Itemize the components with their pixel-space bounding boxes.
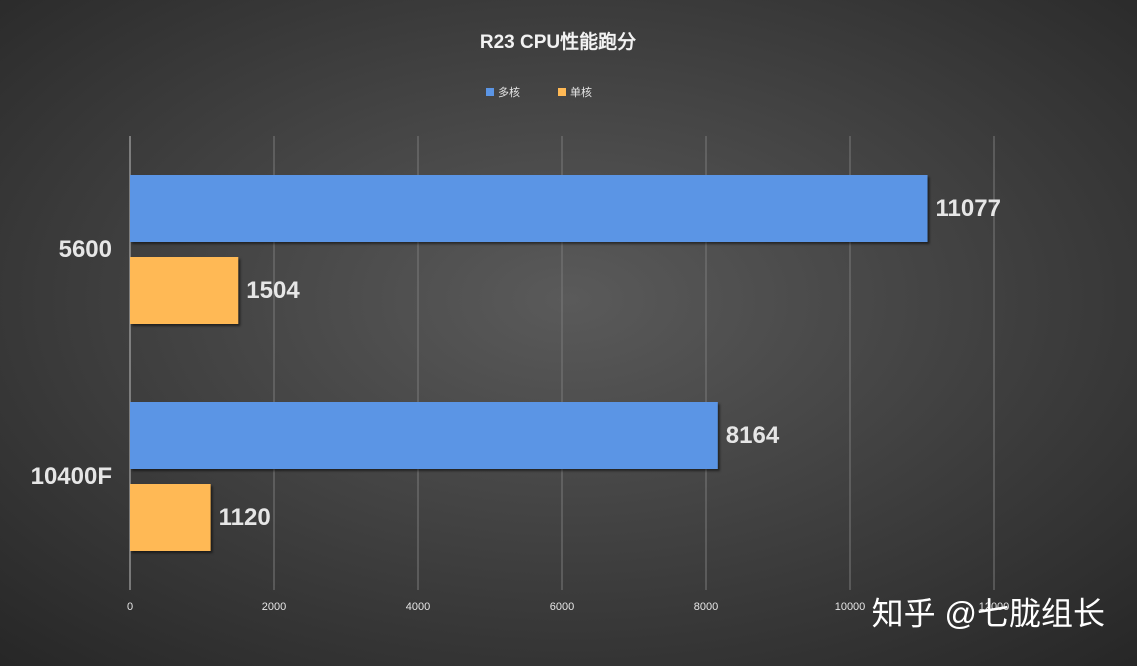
value-label: 1504 [246,277,300,304]
x-tick-label: 4000 [406,601,430,613]
y-tick-label: 5600 [59,236,112,263]
legend-label: 单核 [570,85,592,99]
y-tick-label: 10400F [31,463,112,490]
x-tick-label: 6000 [550,601,574,613]
value-label: 11077 [936,195,1001,222]
x-tick-label: 2000 [262,601,286,613]
x-tick-label: 0 [127,601,133,613]
x-tick-label: 10000 [835,601,866,613]
value-label: 1120 [219,504,271,531]
legend-swatch [558,88,566,96]
bar [130,484,211,551]
value-label: 8164 [726,422,780,449]
legend-label: 多核 [498,85,520,99]
chart-title: R23 CPU性能跑分 [480,30,636,53]
x-tick-label: 8000 [694,601,718,613]
watermark: 知乎 @七胧组长 [872,595,1105,631]
legend-swatch [486,88,494,96]
bar [130,175,928,242]
x-tick-label: 12000 [979,601,1010,613]
bar [130,402,718,469]
bar [130,257,239,324]
